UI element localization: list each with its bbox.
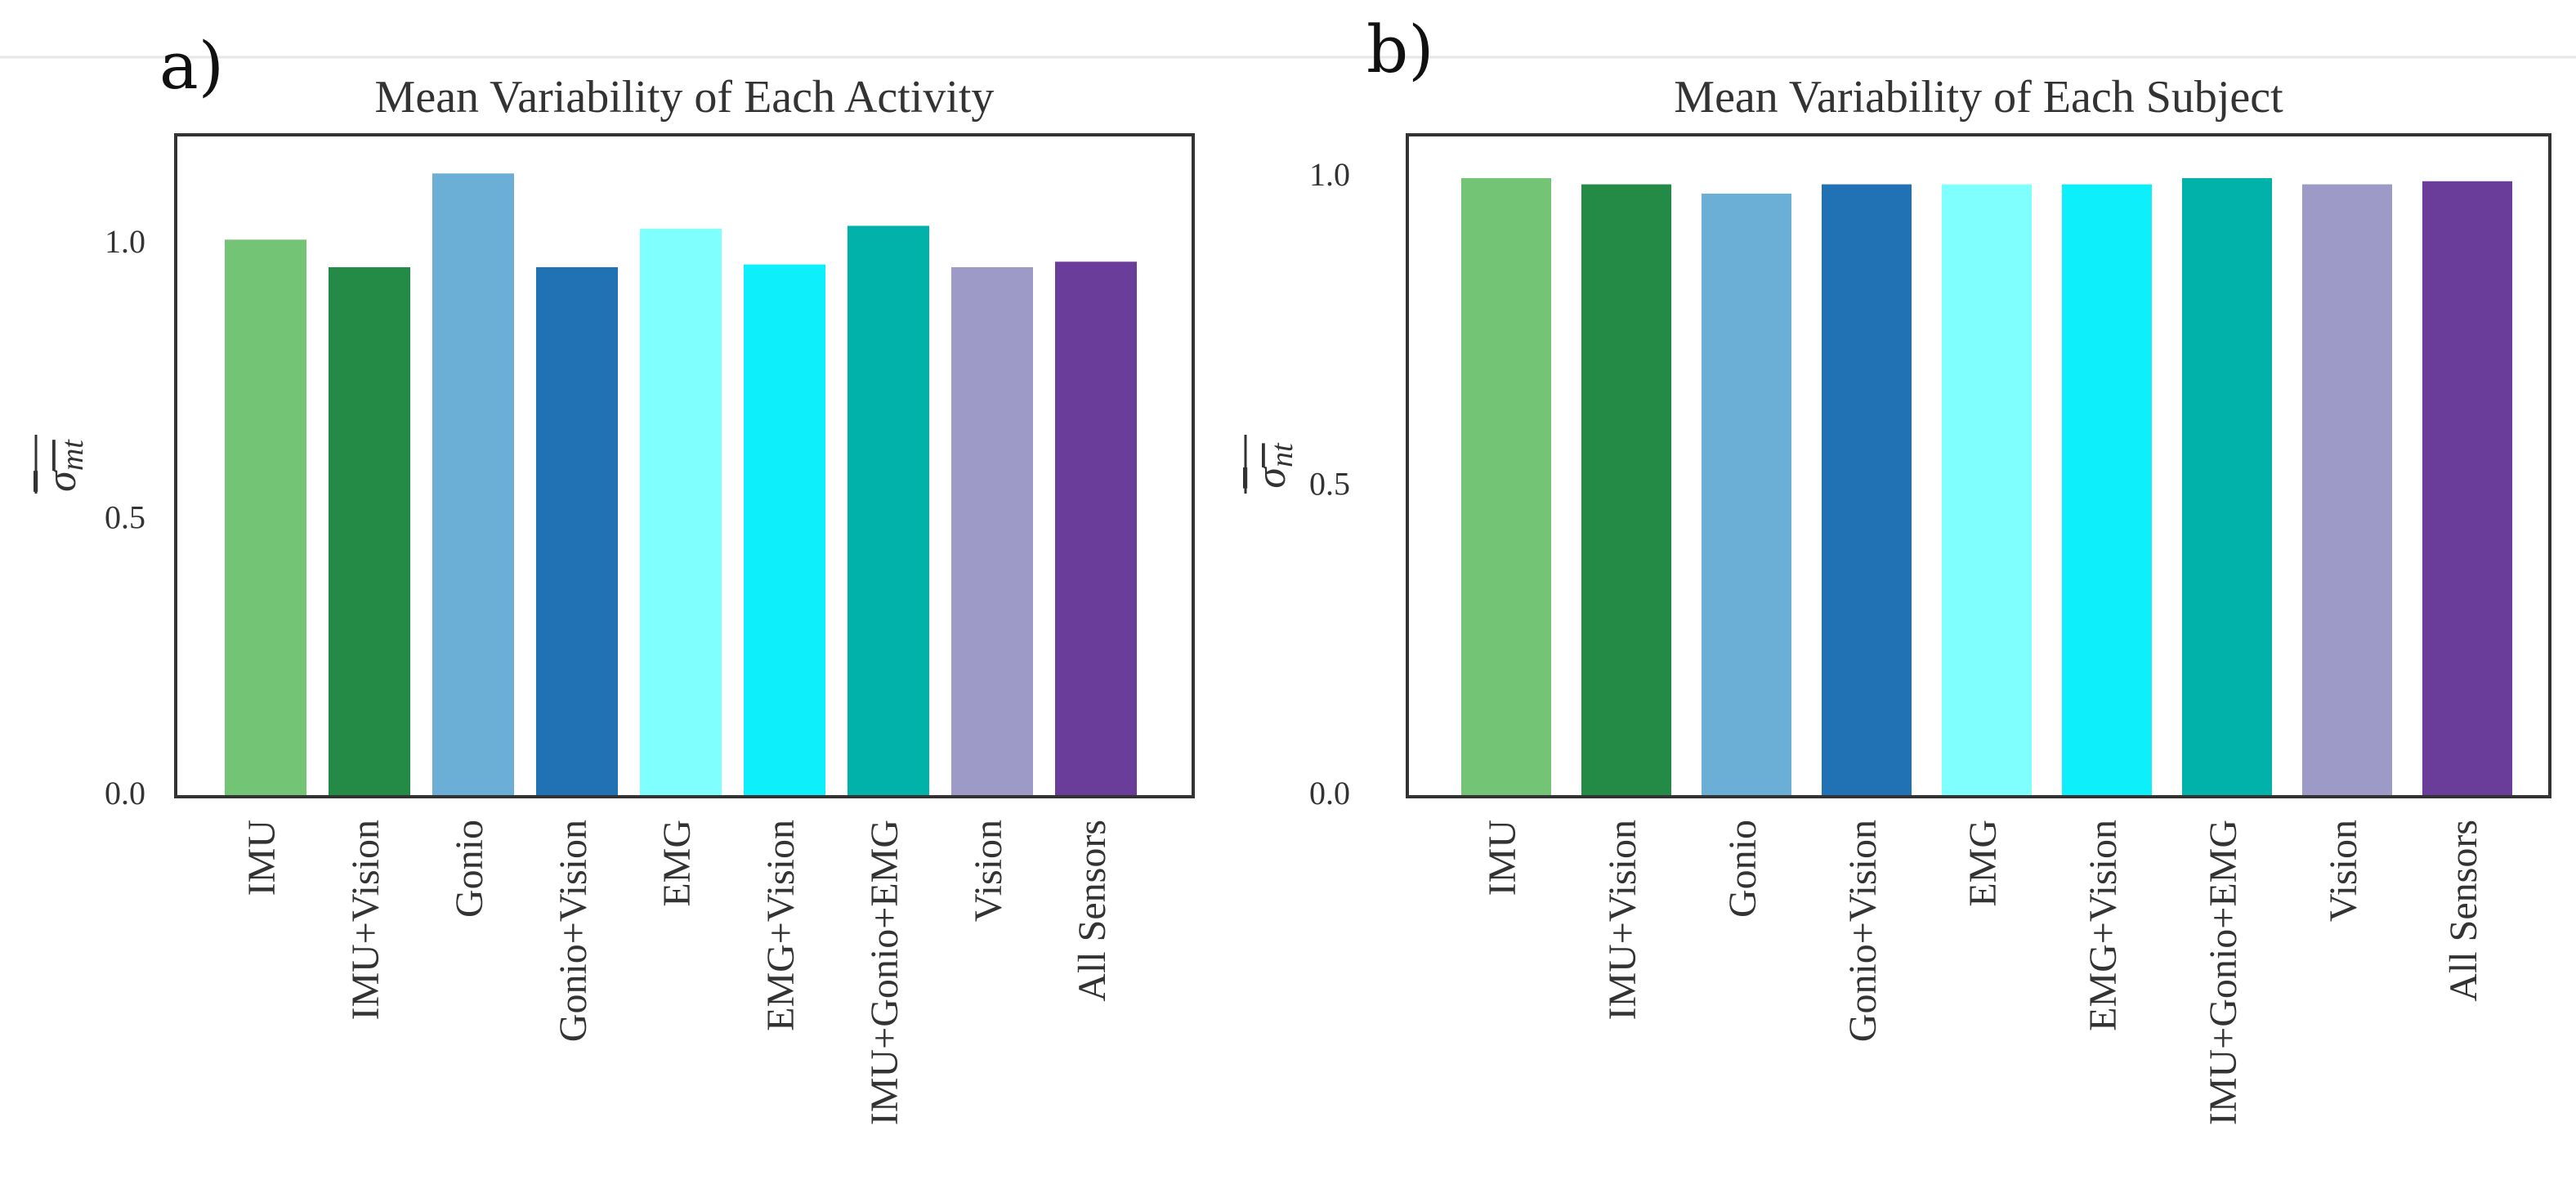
y-tick-label: 0.5 bbox=[105, 499, 145, 536]
y-tick-label: 0.0 bbox=[105, 775, 145, 811]
x-tick-label: EMG+Vision bbox=[759, 820, 803, 1031]
bar-vision bbox=[2302, 184, 2392, 798]
bar-imu bbox=[225, 239, 306, 797]
y-axis-label: σmt bbox=[34, 435, 90, 494]
x-tick-label: Gonio bbox=[448, 820, 491, 918]
svg-text:σmt: σmt bbox=[38, 439, 90, 492]
plot-frame bbox=[174, 133, 1195, 798]
bar-gonio-vision bbox=[1822, 184, 1912, 798]
bar-imu-vision bbox=[329, 267, 410, 797]
y-tick-label: 1.0 bbox=[1309, 156, 1350, 193]
bar-emg-vision bbox=[744, 264, 825, 797]
y-tick-label: 0.5 bbox=[1309, 466, 1350, 503]
chart-panel-2: b) Mean Variability of Each Subject IMU IMU… bbox=[1244, 11, 2551, 1125]
x-tick-label: All Sensors bbox=[1071, 820, 1114, 1002]
y-label-subscript: mt bbox=[56, 439, 90, 471]
y-axis-label: σnt bbox=[1244, 435, 1299, 494]
y-label-subscript: nt bbox=[1265, 442, 1299, 467]
bar-imu-gonio-emg bbox=[2182, 177, 2272, 797]
bar-emg bbox=[1942, 184, 2032, 798]
x-tick-label: EMG bbox=[1961, 820, 2005, 907]
x-tick-label: Gonio+Vision bbox=[1841, 820, 1885, 1042]
x-tick-label: IMU+Gonio+EMG bbox=[2202, 820, 2245, 1125]
bar-emg bbox=[640, 228, 722, 797]
chart-title: Mean Variability of Each Activity bbox=[375, 72, 995, 123]
bar-imu-gonio-emg bbox=[847, 226, 929, 797]
x-tick-label: Vision bbox=[2322, 820, 2365, 922]
y-tick-label: 1.0 bbox=[105, 223, 145, 260]
x-tick-label: Gonio bbox=[1721, 820, 1764, 918]
plot-frame bbox=[1406, 133, 2551, 798]
x-tick-label: Vision bbox=[967, 820, 1010, 922]
x-tick-label: IMU bbox=[240, 820, 284, 896]
x-tick-label: EMG+Vision bbox=[2082, 820, 2125, 1031]
bar-gonio bbox=[432, 173, 514, 797]
panel-label: a) bbox=[159, 28, 224, 104]
bar-emg-vision bbox=[2062, 184, 2152, 798]
panels: a) Mean Variability of Each Activity IMU IM… bbox=[34, 11, 2551, 1125]
bar-gonio-vision bbox=[536, 267, 618, 797]
x-tick-label: Gonio+Vision bbox=[552, 820, 595, 1042]
x-tick-label: EMG bbox=[655, 820, 699, 907]
x-tick-label: All Sensors bbox=[2442, 820, 2485, 1002]
y-label-symbol: σ bbox=[38, 469, 85, 492]
x-tick-label: IMU+Vision bbox=[344, 820, 387, 1021]
y-label-symbol: σ bbox=[1248, 466, 1295, 489]
chart-title: Mean Variability of Each Subject bbox=[1674, 72, 2283, 123]
svg-text:σnt: σnt bbox=[1248, 442, 1299, 489]
bar-gonio bbox=[1702, 193, 1791, 797]
panel-label: b) bbox=[1366, 11, 1433, 87]
bar-imu bbox=[1461, 177, 1551, 797]
bar-imu-vision bbox=[1581, 184, 1671, 798]
chart-panel-1: a) Mean Variability of Each Activity IMU IM… bbox=[34, 28, 1195, 1125]
x-tick-label: IMU+Gonio+EMG bbox=[863, 820, 906, 1125]
x-tick-label: IMU bbox=[1481, 820, 1524, 896]
x-tick-label: IMU+Vision bbox=[1601, 820, 1644, 1021]
y-tick-label: 0.0 bbox=[1309, 775, 1350, 811]
bar-all-sensors bbox=[2422, 181, 2512, 797]
bar-vision bbox=[951, 267, 1033, 797]
bar-all-sensors bbox=[1055, 261, 1137, 797]
